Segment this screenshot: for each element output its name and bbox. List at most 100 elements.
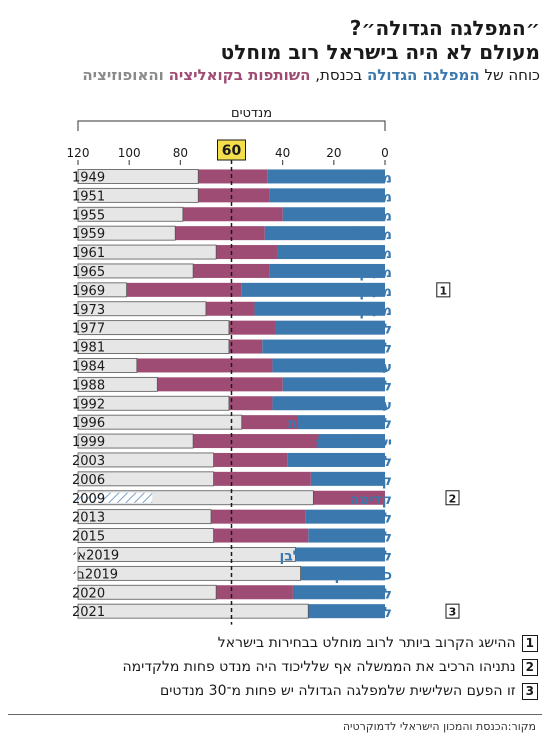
bar-big-party bbox=[282, 207, 385, 222]
bar-big-party bbox=[277, 245, 385, 260]
bar-big-party bbox=[318, 434, 385, 449]
bar-opposition bbox=[77, 603, 309, 619]
year-label: 1988 bbox=[72, 378, 105, 393]
year-label: 1999 bbox=[72, 435, 105, 450]
party-label: ליכוד = כחול לבן bbox=[279, 548, 392, 564]
bar-coalition bbox=[216, 245, 278, 260]
subtitle-coalition: השותפות בקואליציה bbox=[168, 66, 311, 84]
bar-coalition bbox=[136, 358, 273, 373]
party-label: מערך bbox=[356, 265, 392, 281]
bar-opposition bbox=[77, 395, 230, 411]
party-label: ליכוד bbox=[358, 322, 392, 338]
year-label: 2009 bbox=[72, 492, 105, 507]
year-label: 2021 bbox=[72, 605, 105, 620]
footnote-number: 2 bbox=[521, 658, 538, 676]
axis-label: מנדטים bbox=[231, 106, 272, 121]
footnote-text: זו הפעם השלישית שלמפלגה הגדולה יש פחות מ… bbox=[159, 683, 516, 699]
x-tick-label: 20 bbox=[326, 146, 341, 160]
note-number: 2 bbox=[449, 492, 457, 505]
bar-big-party bbox=[298, 415, 385, 430]
bar-coalition bbox=[228, 320, 275, 335]
party-label: ליכוד bbox=[358, 378, 392, 394]
party-label: ליכוד bbox=[358, 586, 392, 602]
bar-big-party bbox=[267, 169, 385, 184]
footnote-text: נתניהו הרכיב את הממשלה אף שלליכוד היה מנ… bbox=[122, 659, 516, 675]
party-label: ליכוד bbox=[358, 530, 392, 546]
bar-opposition bbox=[77, 358, 138, 373]
year-label: 2013 bbox=[72, 511, 105, 526]
bar-opposition bbox=[77, 452, 214, 468]
bar-opposition bbox=[77, 320, 230, 336]
footnotes: 1 ההישג הקרוב ביותר לרוב מוחלט בבחירות ב… bbox=[13, 631, 538, 703]
year-label: 1977 bbox=[72, 322, 105, 337]
year-label: 1973 bbox=[72, 303, 105, 318]
bar-opposition bbox=[77, 301, 207, 317]
year-label: 2015 bbox=[72, 530, 105, 545]
bar-coalition bbox=[228, 396, 273, 411]
bar-opposition bbox=[77, 282, 128, 298]
bar-big-party bbox=[287, 452, 385, 467]
bar-opposition bbox=[77, 263, 194, 279]
party-label: מפא״י bbox=[348, 170, 392, 186]
bar-coalition bbox=[157, 377, 283, 392]
source-note: מקור:הכנסת והמכון הישראלי לדמוקרטיה bbox=[342, 720, 536, 733]
bar-opposition bbox=[77, 565, 301, 581]
bar-opposition bbox=[77, 206, 184, 222]
majority-marker-label: 60 bbox=[222, 143, 242, 159]
party-label: עבודה bbox=[351, 359, 392, 375]
bar-opposition bbox=[77, 509, 212, 525]
bar-opposition bbox=[77, 244, 217, 260]
note-number: 3 bbox=[449, 606, 457, 619]
party-label: מפא״י bbox=[348, 189, 392, 205]
year-label: 1969 bbox=[72, 284, 105, 299]
bar-coalition bbox=[313, 490, 385, 505]
note-box bbox=[436, 282, 451, 298]
party-label: קדימה bbox=[350, 473, 392, 489]
subtitle-opposition: והאופוזיציה bbox=[82, 66, 164, 84]
bar-big-party bbox=[300, 566, 385, 581]
year-label: 1951 bbox=[72, 189, 105, 204]
bar-opposition bbox=[77, 414, 243, 430]
x-tick-label: 100 bbox=[118, 146, 141, 160]
bar-big-party bbox=[274, 320, 385, 335]
year-label: 2020 bbox=[72, 586, 105, 601]
bar-coalition bbox=[211, 509, 306, 524]
title-line-2: מעולם לא היה בישראל רוב מוחלט bbox=[220, 40, 540, 64]
year-label: 1992 bbox=[72, 397, 105, 412]
bar-big-party bbox=[310, 471, 385, 486]
bar-coalition bbox=[175, 226, 265, 241]
bar-opposition bbox=[77, 547, 296, 562]
bar-coalition bbox=[213, 471, 311, 486]
party-label: מפא״י bbox=[348, 246, 392, 262]
year-label: 1955 bbox=[72, 208, 105, 223]
party-label: כחול לבן bbox=[334, 567, 392, 583]
majority-marker bbox=[217, 139, 246, 161]
bar-big-party bbox=[272, 358, 385, 373]
bar-opposition bbox=[77, 528, 214, 543]
x-tick-label: 80 bbox=[173, 146, 188, 160]
bar-coalition bbox=[198, 169, 268, 184]
year-label: 2006 bbox=[72, 473, 105, 488]
party-label: ליכוד-גשר-צומת bbox=[288, 416, 392, 432]
bar-big-party bbox=[262, 339, 385, 354]
bar-big-party bbox=[282, 377, 385, 392]
bar-opposition bbox=[77, 471, 214, 487]
bar-coalition bbox=[182, 207, 283, 222]
footnote: 1 ההישג הקרוב ביותר לרוב מוחלט בבחירות ב… bbox=[13, 631, 538, 655]
bar-opposition bbox=[77, 339, 230, 354]
bar-big-party bbox=[292, 585, 385, 600]
chart-subtitle: כוחה של המפלגה הגדולה בכנסת, השותפות בקו… bbox=[10, 66, 540, 84]
bar-coalition bbox=[216, 585, 293, 600]
x-tick-label: 40 bbox=[275, 146, 290, 160]
bar-coalition bbox=[205, 301, 255, 316]
year-label: 1981 bbox=[72, 341, 105, 356]
party-label: מפא״י bbox=[348, 208, 392, 224]
bar-big-party bbox=[269, 188, 385, 203]
party-label: קדימה bbox=[350, 492, 392, 508]
bar-coalition bbox=[241, 415, 299, 430]
divider bbox=[8, 714, 542, 715]
title-line-1: ״המפלגה הגדולה״? bbox=[349, 16, 540, 40]
note-box bbox=[445, 603, 460, 619]
bar-big-party bbox=[308, 528, 385, 543]
bar-big-party bbox=[264, 226, 385, 241]
